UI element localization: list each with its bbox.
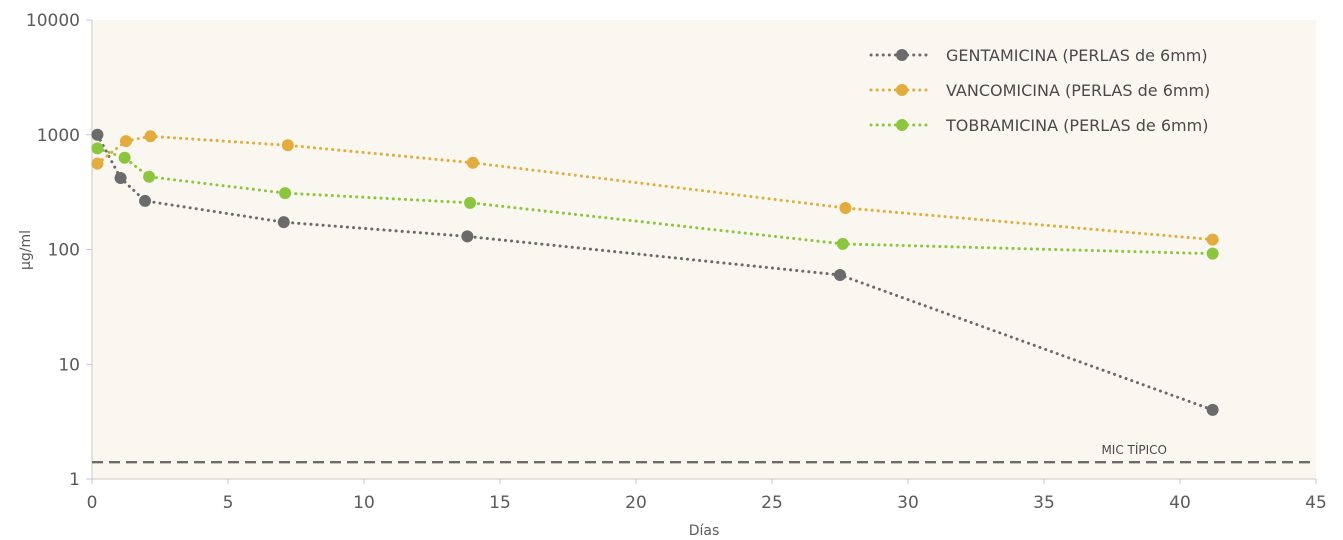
data-point <box>91 142 104 155</box>
data-point <box>139 194 152 207</box>
data-point <box>277 216 290 229</box>
data-point <box>1206 403 1219 416</box>
x-tick-label: 30 <box>897 493 919 513</box>
series-2 <box>91 142 1219 260</box>
x-tick-label: 45 <box>1305 493 1327 513</box>
series-1 <box>91 130 1219 246</box>
data-point <box>461 230 474 243</box>
y-tick-label: 10 <box>58 355 80 375</box>
data-point <box>464 196 477 209</box>
data-point <box>834 268 846 281</box>
legend-label: TOBRAMICINA (PERLAS de 6mm) <box>945 116 1208 135</box>
legend-item: VANCOMICINA (PERLAS de 6mm) <box>869 81 1210 100</box>
data-point <box>1206 247 1219 260</box>
data-point <box>143 170 156 183</box>
plot-area <box>92 20 1316 479</box>
legend-marker <box>896 119 908 131</box>
data-point <box>144 130 157 143</box>
x-axis-title: Días <box>689 523 720 539</box>
x-tick-label: 15 <box>489 493 511 513</box>
x-tick-label: 0 <box>87 493 98 513</box>
x-tick-label: 40 <box>1169 493 1191 513</box>
data-point <box>836 237 849 250</box>
data-point <box>120 135 132 148</box>
data-point <box>279 187 292 200</box>
series-0 <box>91 128 1219 416</box>
data-point <box>281 139 294 152</box>
data-point <box>839 201 852 214</box>
legend-marker <box>896 49 908 61</box>
mic-reference: MIC TÍPICO <box>92 442 1312 464</box>
legend: GENTAMICINA (PERLAS de 6mm) VANCOMICINA (… <box>869 46 1210 135</box>
x-tick-label: 35 <box>1033 493 1055 513</box>
y-axis-ticks: 1 10 100 1000 10000 <box>26 11 92 490</box>
y-tick-label: 1 <box>69 470 80 490</box>
legend-label: GENTAMICINA (PERLAS de 6mm) <box>946 46 1208 65</box>
y-tick-label: 10000 <box>26 11 80 31</box>
y-tick-label: 1000 <box>37 126 80 146</box>
mic-reference-label: MIC TÍPICO <box>1101 442 1167 457</box>
data-point <box>91 157 104 170</box>
series-group <box>91 128 1219 416</box>
x-tick-label: 25 <box>761 493 783 513</box>
data-point <box>1206 233 1219 246</box>
x-tick-label: 5 <box>223 493 234 513</box>
x-tick-label: 10 <box>353 493 375 513</box>
x-tick-label: 20 <box>625 493 647 513</box>
data-point <box>91 128 104 141</box>
data-point <box>114 171 127 184</box>
legend-item: GENTAMICINA (PERLAS de 6mm) <box>869 46 1208 65</box>
legend-marker <box>896 84 908 96</box>
y-axis-title: µg/ml <box>18 230 34 270</box>
y-tick-label: 100 <box>48 241 80 261</box>
legend-label: VANCOMICINA (PERLAS de 6mm) <box>946 81 1210 100</box>
data-point <box>466 156 479 169</box>
data-point <box>118 151 131 164</box>
legend-item: TOBRAMICINA (PERLAS de 6mm) <box>869 116 1208 135</box>
x-axis-ticks: 0 5 10 15 20 25 30 35 40 45 <box>87 479 1327 513</box>
